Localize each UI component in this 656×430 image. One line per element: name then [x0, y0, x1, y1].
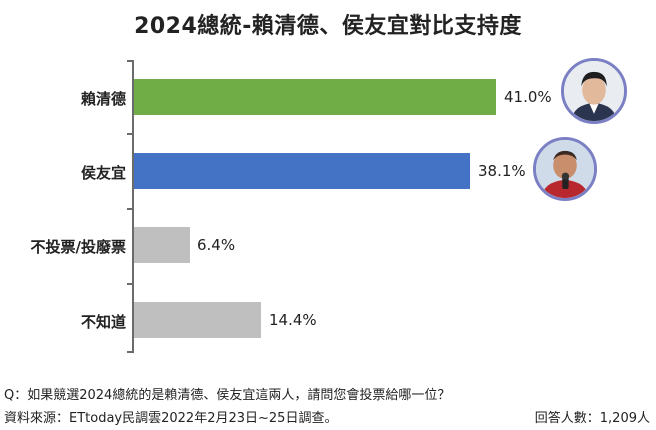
- axis-tick: [127, 283, 133, 285]
- bar-no-vote: [134, 227, 190, 263]
- category-label: 賴清德: [80, 90, 126, 108]
- bar-lai: [134, 79, 496, 115]
- category-label: 不知道: [80, 313, 126, 331]
- hou-yu-ih-photo: [533, 137, 597, 201]
- y-axis-line: [132, 60, 134, 353]
- value-label: 41.0%: [504, 88, 552, 106]
- data-source: 資料來源：ETtoday民調雲2022年2月23日~25日調查。: [4, 411, 338, 426]
- value-label: 14.4%: [269, 311, 317, 329]
- axis-tick: [127, 133, 133, 135]
- category-label: 不投票/投廢票: [30, 238, 126, 256]
- portrait-icon: [536, 140, 594, 198]
- respondent-count: 回答人數：1,209人: [534, 411, 650, 426]
- axis-tick: [127, 351, 133, 353]
- bar-unknown: [134, 302, 261, 338]
- lai-ching-te-photo: [561, 58, 627, 124]
- value-label: 6.4%: [197, 236, 236, 254]
- survey-question: Q：如果競選2024總統的是賴清德、侯友宜這兩人，請問您會投票給哪一位？: [4, 388, 451, 403]
- axis-tick: [127, 60, 133, 62]
- portrait-icon: [564, 61, 624, 121]
- category-label: 侯友宜: [80, 164, 126, 182]
- bar-hou: [134, 153, 470, 189]
- value-label: 38.1%: [478, 162, 526, 180]
- axis-tick: [127, 208, 133, 210]
- chart-title: 2024總統-賴清德、侯友宜對比支持度: [134, 14, 522, 39]
